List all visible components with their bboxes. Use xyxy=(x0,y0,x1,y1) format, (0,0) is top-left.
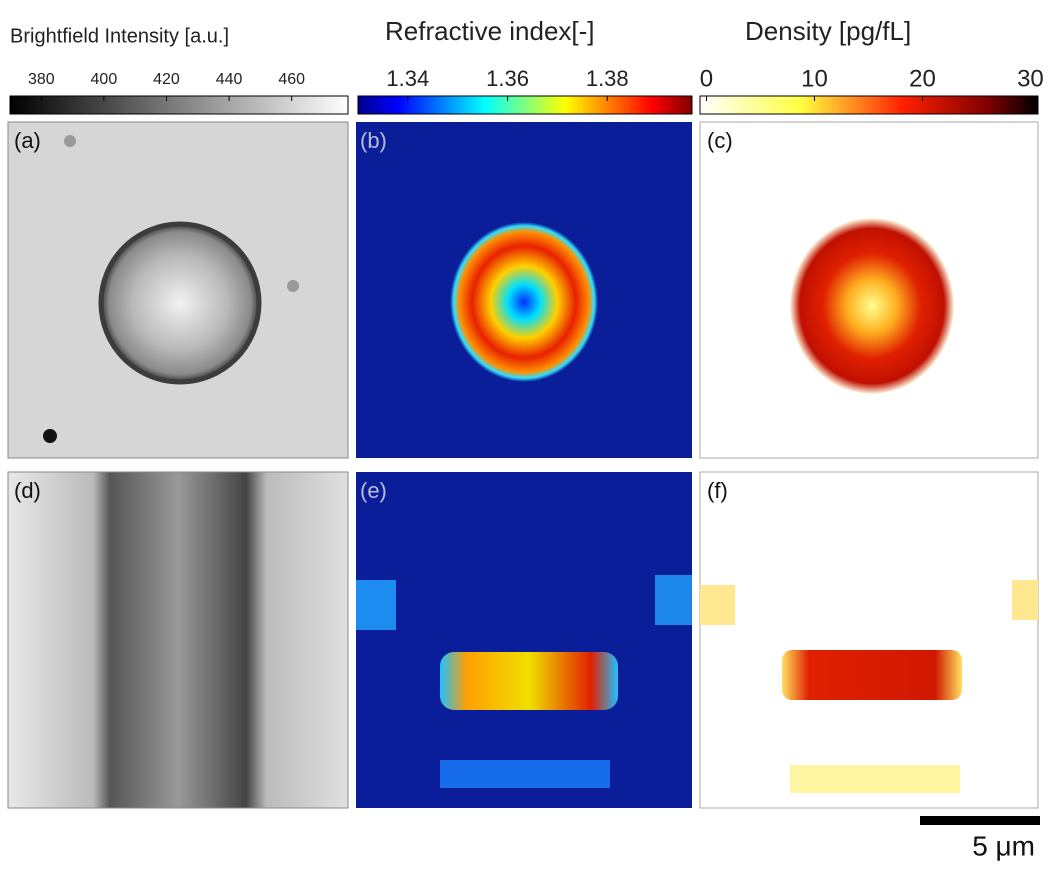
panel-label: (b) xyxy=(360,128,387,153)
panel-label: (f) xyxy=(707,478,728,503)
panel-a xyxy=(8,122,348,458)
scale-bar xyxy=(920,816,1040,825)
panel-label: (a) xyxy=(14,128,41,153)
panel-label: (e) xyxy=(360,478,387,503)
panel-label: (c) xyxy=(707,128,733,153)
colorbar-tick-label: 420 xyxy=(153,71,180,88)
colorbar-tick-label: 1.38 xyxy=(586,66,629,91)
colorbar-tick-label: 10 xyxy=(801,65,828,92)
colorbar-title: Density [pg/fL] xyxy=(745,16,911,46)
colorbar-title: Brightfield Intensity [a.u.] xyxy=(10,25,229,47)
figure: Brightfield Intensity [a.u.] Refractive … xyxy=(0,0,1060,868)
colorbar-tick-label: 440 xyxy=(216,71,243,88)
panel-b xyxy=(356,122,692,458)
colorbar-tick-label: 380 xyxy=(28,71,55,88)
panel-label: (d) xyxy=(14,478,41,503)
colorbar-tick-label: 30 xyxy=(1017,65,1044,92)
colorbar-tick-label: 0 xyxy=(700,65,713,92)
colorbar-tick-label: 20 xyxy=(909,65,936,92)
colorbar-tick-label: 1.34 xyxy=(386,66,429,91)
colorbar-title: Refractive index[-] xyxy=(385,16,595,46)
panel-d xyxy=(8,472,348,808)
colorbar-titles: Brightfield Intensity [a.u.] Refractive … xyxy=(10,16,911,47)
panel-e xyxy=(356,472,692,808)
scale-bar-label: 5 μm xyxy=(972,830,1035,861)
panel-f xyxy=(700,472,1038,808)
colorbar xyxy=(10,96,348,114)
colorbar-tick-label: 460 xyxy=(278,71,305,88)
colorbar-tick-label: 400 xyxy=(91,71,118,88)
panel-c xyxy=(700,122,1038,458)
colorbar xyxy=(700,96,1038,114)
colorbar-tick-label: 1.36 xyxy=(486,66,529,91)
